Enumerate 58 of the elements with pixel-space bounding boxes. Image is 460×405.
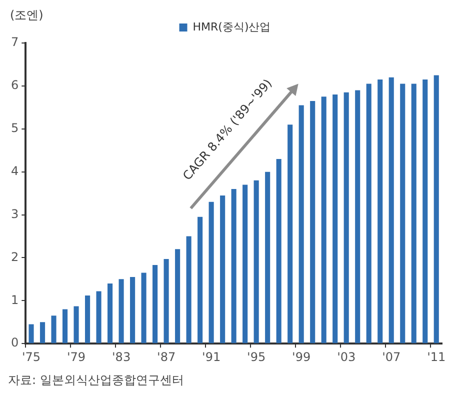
- text: 자료: 일본외식산업종합연구센터: [8, 372, 185, 389]
- x-tick-label: '11: [427, 350, 446, 364]
- y-tick-label: 6: [10, 78, 19, 92]
- bar: [186, 236, 192, 344]
- bar: [265, 172, 270, 344]
- bar: [422, 80, 428, 344]
- bar: [84, 296, 90, 344]
- bar: [152, 265, 158, 344]
- x-tick-label: '75: [22, 350, 41, 364]
- bar: [130, 277, 136, 344]
- bar: [310, 100, 316, 344]
- bar: [321, 96, 326, 344]
- bar: [254, 180, 259, 344]
- bar: [276, 158, 282, 344]
- bar: [231, 189, 236, 344]
- bar: [400, 84, 406, 344]
- y-tick-label: 4: [10, 164, 19, 178]
- y-tick-label: 0: [10, 336, 19, 350]
- x-tick-label: '99: [292, 350, 311, 364]
- bar: [40, 322, 46, 344]
- x-tick-label: '83: [112, 350, 131, 364]
- bar: [96, 291, 102, 344]
- bar: [208, 202, 214, 344]
- bar: [108, 283, 113, 344]
- bar: [28, 324, 34, 344]
- bar: [434, 75, 439, 344]
- bar: [198, 216, 203, 344]
- y-tick-label: 1: [10, 292, 19, 307]
- bar: [355, 90, 360, 344]
- bar: [378, 80, 383, 344]
- y-tick-label: 3: [10, 206, 19, 221]
- bar: [74, 306, 79, 344]
- bar: [366, 84, 372, 344]
- y-tick-label: 5: [10, 121, 19, 136]
- bar: [298, 105, 304, 344]
- y-axis-title: (조엔): [10, 8, 44, 22]
- bar: [141, 272, 146, 344]
- bar: [242, 184, 248, 344]
- x-tick-label: '03: [337, 350, 356, 364]
- bar: [411, 84, 416, 344]
- bar: [62, 309, 68, 344]
- x-tick-label: '87: [157, 350, 176, 364]
- x-tick-label: '07: [382, 350, 401, 364]
- y-tick-label: 2: [10, 250, 19, 264]
- legend-label: HMR(중식)산업: [192, 20, 271, 34]
- x-tick-label: '91: [202, 350, 221, 364]
- x-tick-label: '79: [66, 350, 86, 364]
- bar: [164, 259, 169, 344]
- bar: [288, 124, 293, 344]
- bar: [118, 279, 124, 344]
- bar: [220, 195, 226, 344]
- bar: [175, 249, 180, 344]
- bar: [344, 92, 349, 344]
- bar: [332, 94, 338, 344]
- x-tick-label: '95: [247, 350, 266, 364]
- bar: [51, 316, 56, 344]
- y-tick-label: 7: [10, 35, 19, 50]
- bar: [388, 77, 394, 344]
